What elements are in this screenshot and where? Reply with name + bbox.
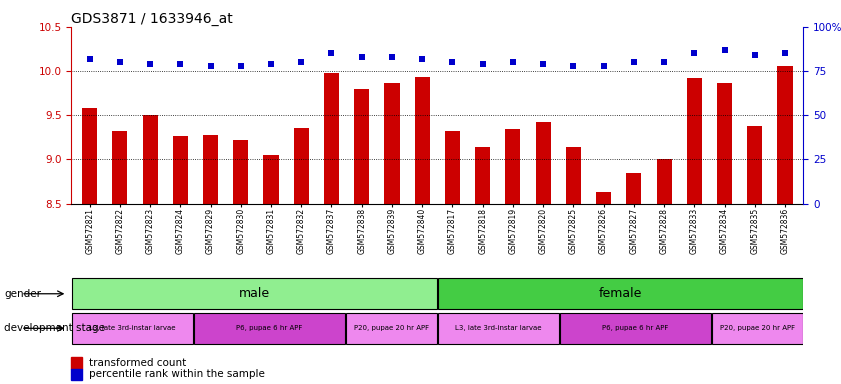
Text: transformed count: transformed count xyxy=(89,358,187,368)
Bar xyxy=(142,115,157,204)
Point xyxy=(627,59,641,65)
Point xyxy=(143,61,156,67)
Text: P20, pupae 20 hr APF: P20, pupae 20 hr APF xyxy=(354,324,429,331)
Bar xyxy=(415,77,430,204)
Bar xyxy=(203,135,218,204)
Point xyxy=(446,59,459,65)
Bar xyxy=(263,155,278,204)
Bar xyxy=(445,131,460,204)
Bar xyxy=(505,129,521,204)
Point xyxy=(476,61,489,67)
Point xyxy=(718,47,732,53)
Text: development stage: development stage xyxy=(4,323,105,333)
Bar xyxy=(233,140,248,204)
Bar xyxy=(596,192,611,204)
Bar xyxy=(712,313,802,344)
Text: gender: gender xyxy=(4,289,41,299)
Text: P6, pupae 6 hr APF: P6, pupae 6 hr APF xyxy=(236,324,303,331)
Text: male: male xyxy=(239,286,270,300)
Point xyxy=(567,63,580,69)
Bar xyxy=(72,313,193,344)
Point xyxy=(658,59,671,65)
Bar xyxy=(438,278,802,310)
Point xyxy=(83,56,97,62)
Bar xyxy=(777,66,792,204)
Bar xyxy=(438,313,558,344)
Text: L3, late 3rd-instar larvae: L3, late 3rd-instar larvae xyxy=(89,324,176,331)
Point xyxy=(173,61,187,67)
Point xyxy=(748,52,761,58)
Point xyxy=(294,59,308,65)
Bar xyxy=(536,122,551,204)
Bar xyxy=(747,126,762,204)
Point xyxy=(778,50,791,56)
Text: GDS3871 / 1633946_at: GDS3871 / 1633946_at xyxy=(71,12,233,26)
Point xyxy=(325,50,338,56)
Bar xyxy=(717,83,733,204)
Bar xyxy=(566,147,581,204)
Point xyxy=(415,56,429,62)
Bar xyxy=(113,131,128,204)
Text: P6, pupae 6 hr APF: P6, pupae 6 hr APF xyxy=(602,324,669,331)
Point xyxy=(506,59,520,65)
Bar xyxy=(72,278,436,310)
Bar xyxy=(475,147,490,204)
Bar xyxy=(657,159,672,204)
Text: L3, late 3rd-instar larvae: L3, late 3rd-instar larvae xyxy=(455,324,542,331)
Point xyxy=(597,63,611,69)
Bar xyxy=(687,78,702,204)
Bar xyxy=(560,313,711,344)
Point xyxy=(355,54,368,60)
Point xyxy=(688,50,701,56)
Text: percentile rank within the sample: percentile rank within the sample xyxy=(89,369,265,379)
Bar xyxy=(172,136,188,204)
Point xyxy=(264,61,278,67)
Point xyxy=(114,59,127,65)
Bar xyxy=(354,89,369,204)
Bar xyxy=(627,173,642,204)
Bar xyxy=(346,313,436,344)
Point xyxy=(204,63,217,69)
Bar xyxy=(294,128,309,204)
Point xyxy=(234,63,247,69)
Bar xyxy=(324,73,339,204)
Bar xyxy=(82,108,98,204)
Text: female: female xyxy=(599,286,642,300)
Bar xyxy=(194,313,346,344)
Text: P20, pupae 20 hr APF: P20, pupae 20 hr APF xyxy=(720,324,795,331)
Bar xyxy=(71,369,82,380)
Bar xyxy=(71,357,82,369)
Point xyxy=(385,54,399,60)
Point xyxy=(537,61,550,67)
Bar xyxy=(384,83,399,204)
